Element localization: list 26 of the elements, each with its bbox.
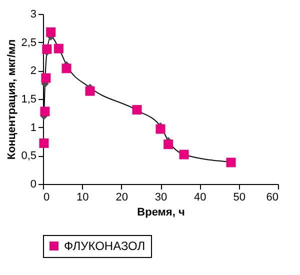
y-tick-label: 1,5 — [21, 94, 36, 106]
point — [164, 140, 174, 150]
point — [46, 27, 56, 37]
y-tick-label: 2,5 — [21, 36, 36, 49]
x-tick-label: 10 — [76, 192, 89, 204]
x-tick-label: 0 — [44, 192, 50, 204]
x-tick-label: 40 — [194, 192, 206, 204]
y-tick-label: 0 — [30, 178, 36, 190]
x-tick-label: 20 — [116, 192, 128, 204]
x-tick-label: 50 — [233, 192, 246, 204]
legend-label: ФЛУКОНАЗОЛ — [64, 239, 146, 253]
y-tick-label: 2 — [30, 65, 36, 78]
point — [156, 124, 166, 134]
point — [85, 86, 95, 96]
y-tick-label: 0,5 — [21, 150, 36, 162]
x-tick-label: 60 — [266, 192, 278, 204]
point — [42, 44, 52, 54]
y-tick-label: 1 — [30, 122, 36, 134]
point — [39, 138, 49, 148]
x-tick-label: 30 — [154, 192, 168, 204]
point — [41, 73, 51, 83]
point — [62, 64, 72, 74]
y-tick-label: 3 — [30, 8, 36, 20]
point — [40, 106, 50, 116]
x-axis-title: Время, ч — [137, 206, 185, 218]
y-axis-title: Концентрация, мкг/мл — [6, 39, 18, 160]
